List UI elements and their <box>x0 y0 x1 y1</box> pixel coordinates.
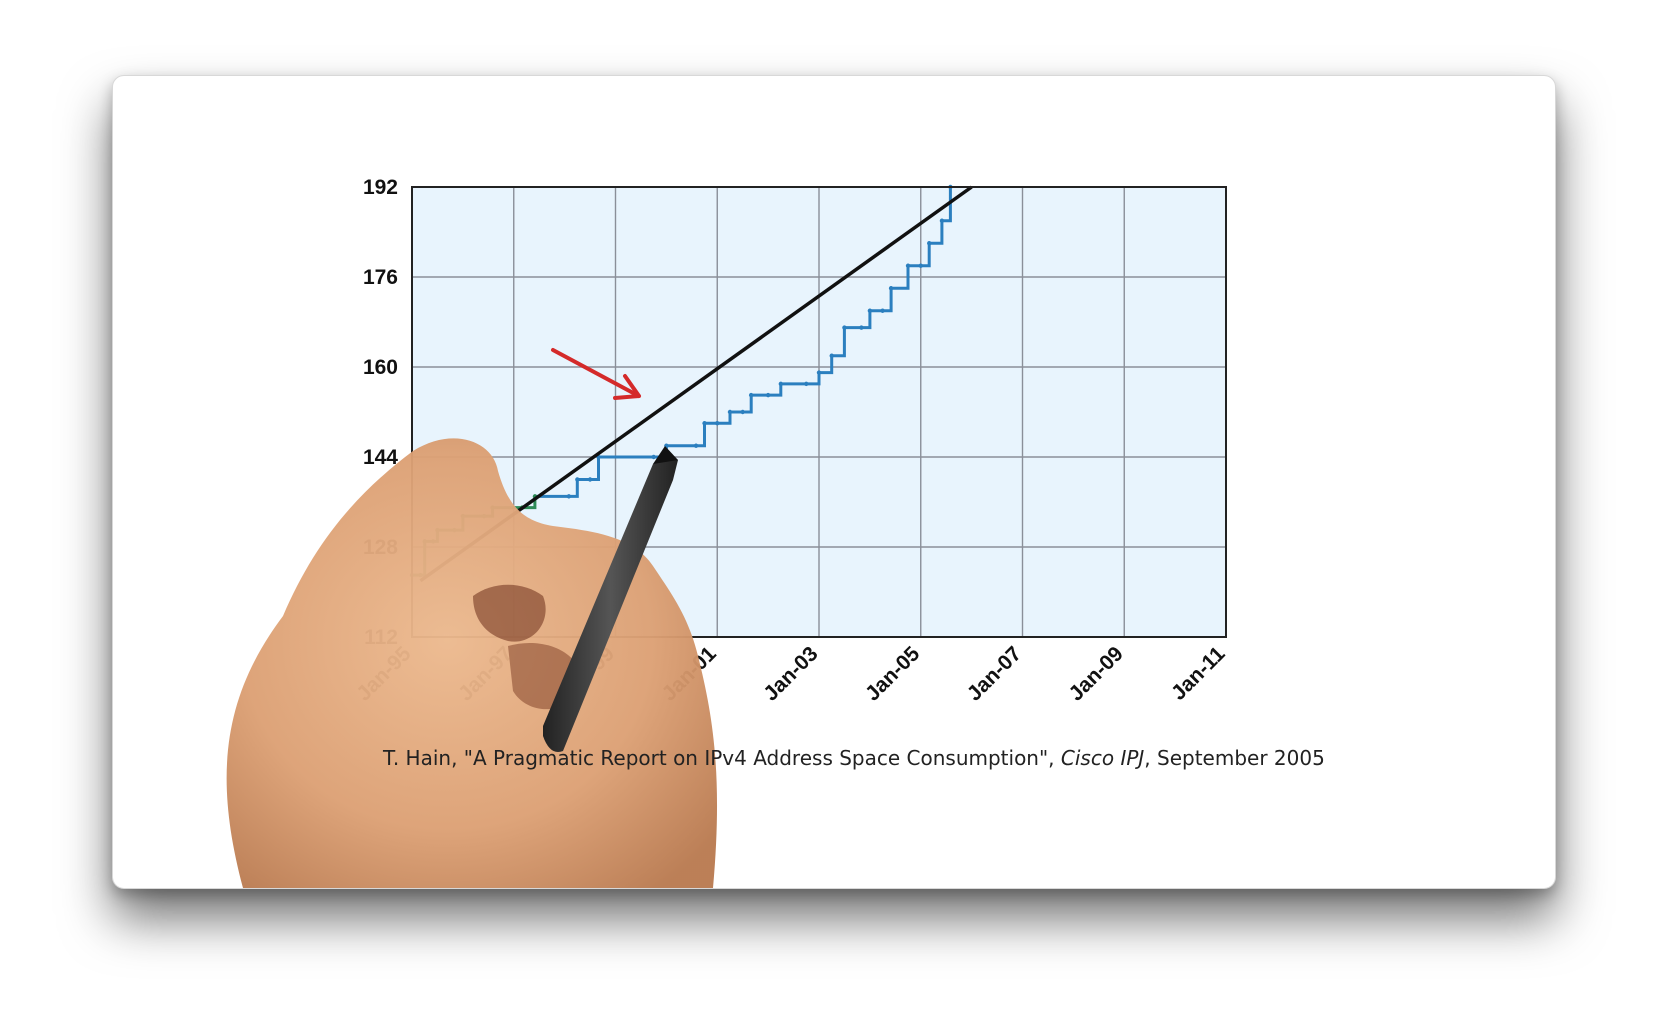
x-tick-label: Jan-05 <box>861 642 925 706</box>
series-data-point <box>905 263 911 268</box>
red-annotation-arrow <box>551 348 641 400</box>
series-data-point <box>740 409 745 415</box>
line-chart: 112128144160176192 Jan-95Jan-97Jan-99Jan… <box>226 176 1230 888</box>
hand-with-pen-image <box>226 438 718 888</box>
caption-date: , September 2005 <box>1144 746 1325 770</box>
series-data-point <box>575 477 580 482</box>
x-tick-label: Jan-09 <box>1064 642 1127 705</box>
series-data-point <box>587 477 593 482</box>
series-data-point <box>939 218 945 223</box>
series-data-point <box>702 421 707 426</box>
series-data-point <box>778 381 784 387</box>
x-tick-label: Jan-11 <box>1167 642 1230 705</box>
y-tick-label: 176 <box>363 266 398 289</box>
y-tick-label: 160 <box>363 356 398 379</box>
series-data-point <box>727 409 733 415</box>
slide-frame: 112128144160176192 Jan-95Jan-97Jan-99Jan… <box>112 75 1556 889</box>
series-data-point <box>804 381 809 387</box>
series-data-point <box>748 392 754 398</box>
source-caption: T. Hain, "A Pragmatic Report on IPv4 Add… <box>383 746 1325 770</box>
y-tick-label: 144 <box>363 446 398 469</box>
y-tick-label: 192 <box>363 176 398 199</box>
series-data-point <box>715 421 720 426</box>
series-data-point <box>829 353 834 358</box>
series-data-point <box>888 286 894 291</box>
x-tick-label: Jan-07 <box>963 642 1026 705</box>
series-data-point <box>867 308 873 313</box>
series-data-point <box>651 454 656 460</box>
series-data-point <box>918 263 923 268</box>
series-data-point <box>842 325 847 330</box>
x-tick-label: Jan-03 <box>759 642 822 705</box>
series-data-point <box>693 443 699 448</box>
caption-author-title: T. Hain, "A Pragmatic Report on IPv4 Add… <box>383 746 1061 770</box>
series-data-point <box>566 494 572 499</box>
series-data-point <box>765 392 771 398</box>
series-data-point <box>859 325 864 330</box>
series-data-point <box>880 308 885 313</box>
series-data-point <box>927 241 932 246</box>
plot-border <box>411 186 1227 638</box>
series-data-point <box>816 370 822 375</box>
caption-journal: Cisco IPJ <box>1060 746 1145 770</box>
